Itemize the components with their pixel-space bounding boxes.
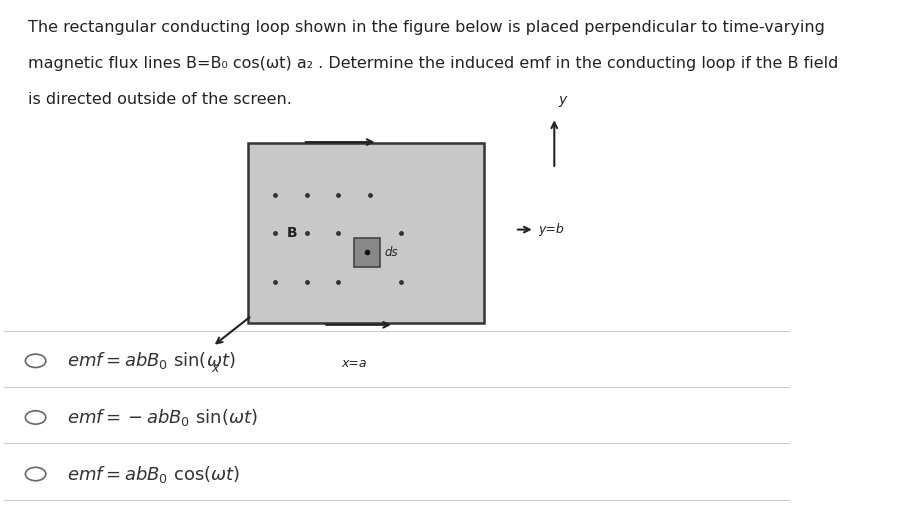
Text: ds: ds — [385, 246, 398, 259]
FancyBboxPatch shape — [354, 238, 380, 267]
Text: y: y — [558, 93, 566, 107]
Text: x=a: x=a — [341, 357, 366, 370]
Text: $emf = -abB_0\ \sin(\omega t)$: $emf = -abB_0\ \sin(\omega t)$ — [67, 407, 257, 428]
Text: magnetic flux lines B=B₀ cos(ωt) a₂ . Determine the induced emf in the conductin: magnetic flux lines B=B₀ cos(ωt) a₂ . De… — [27, 55, 838, 71]
Text: The rectangular conducting loop shown in the figure below is placed perpendicula: The rectangular conducting loop shown in… — [27, 19, 824, 35]
Text: x: x — [211, 362, 219, 375]
Text: is directed outside of the screen.: is directed outside of the screen. — [27, 92, 291, 107]
Text: y=b: y=b — [539, 223, 564, 236]
Circle shape — [26, 354, 46, 368]
Text: B: B — [287, 226, 298, 240]
Circle shape — [26, 411, 46, 424]
Text: $emf = abB_0\ \cos(\omega t)$: $emf = abB_0\ \cos(\omega t)$ — [67, 463, 240, 484]
FancyBboxPatch shape — [248, 143, 484, 323]
Text: $emf = abB_0\ \sin(\omega t)$: $emf = abB_0\ \sin(\omega t)$ — [67, 350, 235, 371]
Circle shape — [26, 468, 46, 481]
